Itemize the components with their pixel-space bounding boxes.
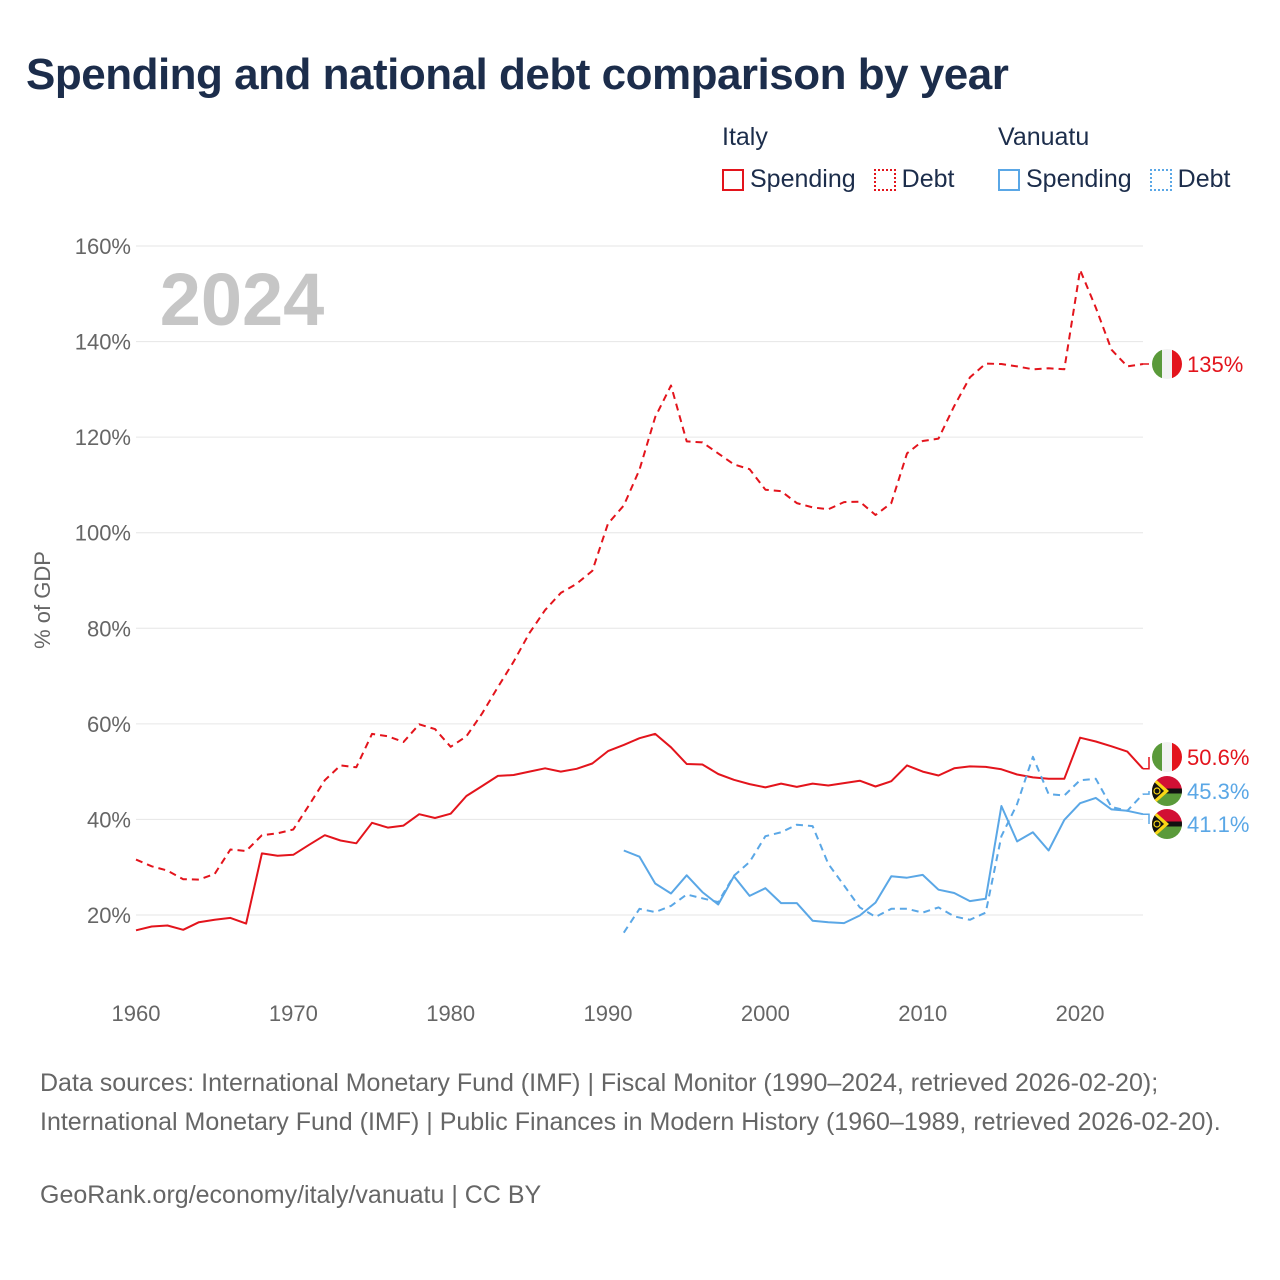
legend-vanuatu-name: Vanuatu — [998, 123, 1090, 151]
legend-italy-debt[interactable]: Debt — [873, 165, 955, 194]
legend-italy-spending-label: Spending — [750, 165, 856, 193]
italy-flag-icon — [1152, 742, 1182, 772]
vanuatu-flag-icon — [1152, 809, 1182, 839]
vanuatu-flag-icon — [1152, 776, 1182, 806]
y-tick-label: 80% — [87, 616, 131, 641]
x-tick-label: 1960 — [112, 1001, 161, 1026]
legend-vanuatu-spending[interactable]: Spending — [998, 165, 1132, 194]
line-chart: 20% 40% 60% 80% 100% 120% 140% 160% 1960 1970 1980… — [30, 234, 1249, 1026]
legend-vanuatu: Vanuatu Spending Debt — [998, 123, 1248, 194]
solid-line-swatch-icon — [722, 168, 744, 191]
y-tick-label: 60% — [87, 712, 131, 737]
label-connector — [1143, 813, 1150, 824]
year-watermark: 2024 — [160, 258, 325, 341]
x-tick-label: 2020 — [1056, 1001, 1105, 1026]
credit-link[interactable]: GeoRank.org/economy/italy/vanuatu | CC B… — [40, 1181, 542, 1209]
legend-vanuatu-spending-label: Spending — [1026, 165, 1132, 193]
series-line-vanuatu-spending — [623, 796, 1144, 925]
dotted-line-swatch-icon — [1149, 168, 1172, 191]
legend-italy-spending[interactable]: Spending — [722, 165, 856, 194]
italy-flag-icon — [1152, 349, 1182, 379]
y-tick-label: 20% — [87, 903, 131, 928]
legend-italy-debt-label: Debt — [901, 165, 955, 193]
x-tick-label: 1970 — [269, 1001, 318, 1026]
chart-title: Spending and national debt comparison by… — [26, 50, 1009, 99]
y-tick-label: 100% — [75, 521, 131, 546]
y-tick-label: 120% — [75, 425, 131, 450]
dotted-line-swatch-icon — [873, 168, 896, 191]
data-sources: Data sources: International Monetary Fun… — [40, 1069, 1221, 1136]
y-tick-label: 40% — [87, 807, 131, 832]
end-value-label: 135% — [1187, 352, 1243, 377]
label-connector — [1143, 757, 1150, 770]
x-tick-label: 2010 — [898, 1001, 947, 1026]
legend-vanuatu-debt-label: Debt — [1177, 165, 1231, 193]
end-value-label: 41.1% — [1187, 812, 1249, 837]
x-tick-label: 2000 — [741, 1001, 790, 1026]
legend-vanuatu-debt[interactable]: Debt — [1149, 165, 1231, 194]
y-tick-label: 160% — [75, 234, 131, 259]
x-tick-label: 1980 — [426, 1001, 475, 1026]
y-axis-label: % of GDP — [30, 551, 55, 649]
series-line-vanuatu-debt — [622, 755, 1144, 934]
end-value-label: 50.6% — [1187, 745, 1249, 770]
y-tick-label: 140% — [75, 330, 131, 355]
x-tick-label: 1990 — [584, 1001, 633, 1026]
end-value-label: 45.3% — [1187, 779, 1249, 804]
legend-italy-name: Italy — [722, 123, 768, 151]
legend-italy: Italy Spending Debt — [722, 123, 972, 194]
label-connector — [1143, 791, 1150, 795]
series-line-italy-debt — [135, 268, 1144, 881]
series-line-italy-spending — [135, 732, 1144, 932]
solid-line-swatch-icon — [998, 168, 1020, 191]
